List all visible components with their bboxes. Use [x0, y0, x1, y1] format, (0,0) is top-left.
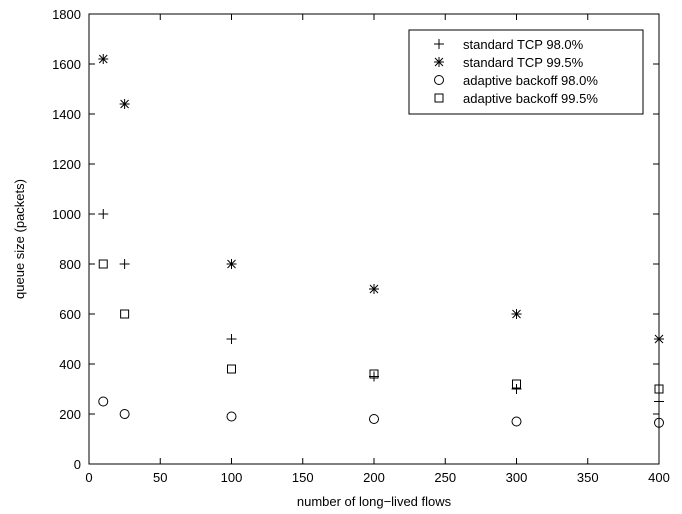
- x-tick-label: 350: [577, 470, 599, 485]
- data-marks: [98, 54, 664, 428]
- data-point-plus: [226, 334, 237, 344]
- legend-marker-star: [434, 57, 444, 67]
- legend-entry-label: adaptive backoff 99.5%: [463, 91, 598, 106]
- data-point-circle: [119, 409, 130, 419]
- x-axis-label: number of long−lived flows: [297, 494, 452, 509]
- legend-marker-circle: [434, 75, 444, 85]
- data-point-circle: [511, 416, 522, 427]
- data-point-square: [512, 379, 521, 389]
- data-point-circle: [369, 414, 379, 424]
- legend-box: [408, 29, 644, 115]
- legend-entry-label: adaptive backoff 98.0%: [463, 73, 598, 88]
- y-tick-label: 1800: [52, 7, 81, 22]
- legend-entry-label: standard TCP 98.0%: [463, 37, 584, 52]
- x-tick-label: 0: [85, 470, 92, 485]
- data-point-square: [227, 364, 236, 374]
- axis-ticks: 0 50 100 150 200 250 300 350 400 0 200 400 600 800 100…: [52, 7, 670, 485]
- x-tick-label: 150: [292, 470, 314, 485]
- x-tick-label: 50: [153, 470, 167, 485]
- y-tick-label: 0: [74, 457, 81, 472]
- data-point-square: [120, 309, 130, 319]
- data-point-circle: [226, 411, 237, 422]
- y-tick-label: 1600: [52, 57, 81, 72]
- y-tick-label: 800: [59, 257, 81, 272]
- data-point-plus: [511, 384, 522, 394]
- x-tick-label: 250: [434, 470, 456, 485]
- y-tick-label: 1200: [52, 157, 81, 172]
- y-tick-label: 400: [59, 357, 81, 372]
- data-point-plus: [369, 371, 379, 382]
- data-point-star: [119, 99, 130, 109]
- data-point-plus: [119, 259, 130, 269]
- data-point-star: [369, 284, 379, 294]
- data-point-square: [98, 259, 108, 269]
- y-tick-label: 1400: [52, 107, 81, 122]
- data-point-star: [98, 54, 109, 64]
- legend-marker-square: [434, 93, 444, 103]
- y-tick-label: 200: [59, 407, 81, 422]
- data-point-circle: [98, 396, 109, 407]
- data-point-star: [511, 309, 522, 319]
- x-tick-label: 300: [506, 470, 528, 485]
- x-tick-label: 200: [363, 470, 385, 485]
- y-axis-label: queue size (packets): [12, 179, 27, 299]
- data-point-star: [226, 259, 237, 269]
- x-tick-label: 400: [648, 470, 670, 485]
- legend: standard TCP 98.0% standard TCP 99.5% adap…: [408, 29, 644, 115]
- data-point-plus: [98, 209, 109, 219]
- y-tick-label: 1000: [52, 207, 81, 222]
- legend-marker-plus: [434, 39, 444, 49]
- legend-entry-label: standard TCP 99.5%: [463, 55, 584, 70]
- x-tick-label: 100: [221, 470, 243, 485]
- plot-area-frame: [88, 13, 660, 465]
- y-tick-label: 600: [59, 307, 81, 322]
- data-point-square: [369, 369, 379, 379]
